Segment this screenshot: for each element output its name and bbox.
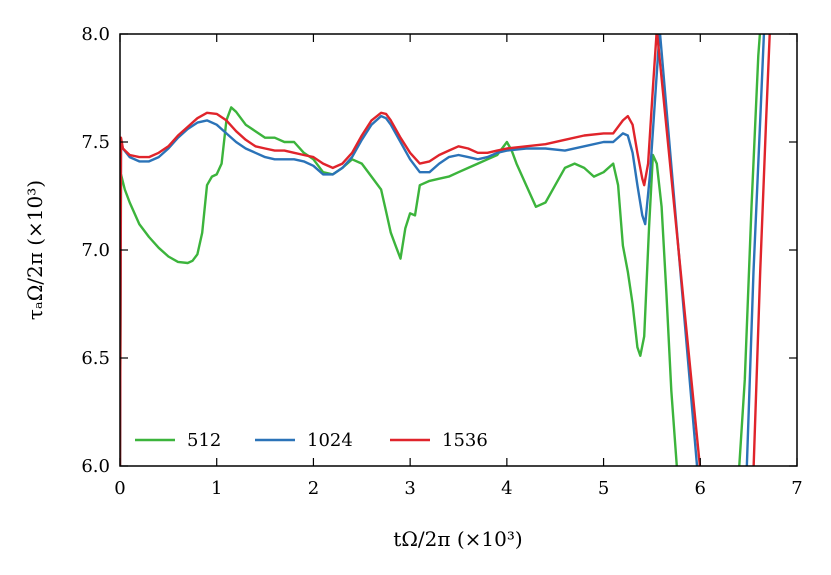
series-line-512	[120, 34, 762, 466]
x-tick-label: 6	[695, 478, 706, 499]
x-tick-label: 7	[791, 478, 802, 499]
x-tick-label: 1	[211, 478, 222, 499]
y-tick-label: 8.0	[81, 24, 110, 45]
legend-label-1536: 1536	[442, 430, 488, 451]
x-axis-label: tΩ/2π (×10³)	[393, 527, 522, 551]
ticks-layer: 0 1 2 3 4 5 6 7 6.0 6.5 7.0 7.5 8.0	[81, 24, 802, 499]
plot-frame	[119, 33, 798, 467]
x-tick-label: 0	[114, 478, 125, 499]
x-tick-label: 3	[404, 478, 415, 499]
x-tick-label: 5	[598, 478, 609, 499]
x-tick-label: 2	[308, 478, 319, 499]
series-line-1024	[120, 34, 766, 466]
y-tick-label: 7.0	[81, 240, 110, 261]
y-tick-label: 7.5	[81, 132, 110, 153]
series-line-1536	[120, 34, 771, 466]
legend-label-512: 512	[187, 430, 221, 451]
x-tick-label: 4	[501, 478, 512, 499]
series-layer	[120, 34, 771, 466]
legend: 512 1024 1536	[135, 430, 488, 451]
legend-label-1024: 1024	[307, 430, 353, 451]
y-tick-label: 6.0	[81, 456, 110, 477]
y-tick-label: 6.5	[81, 348, 110, 369]
y-axis-label: τₐΩ/2π (×10³)	[23, 180, 47, 320]
